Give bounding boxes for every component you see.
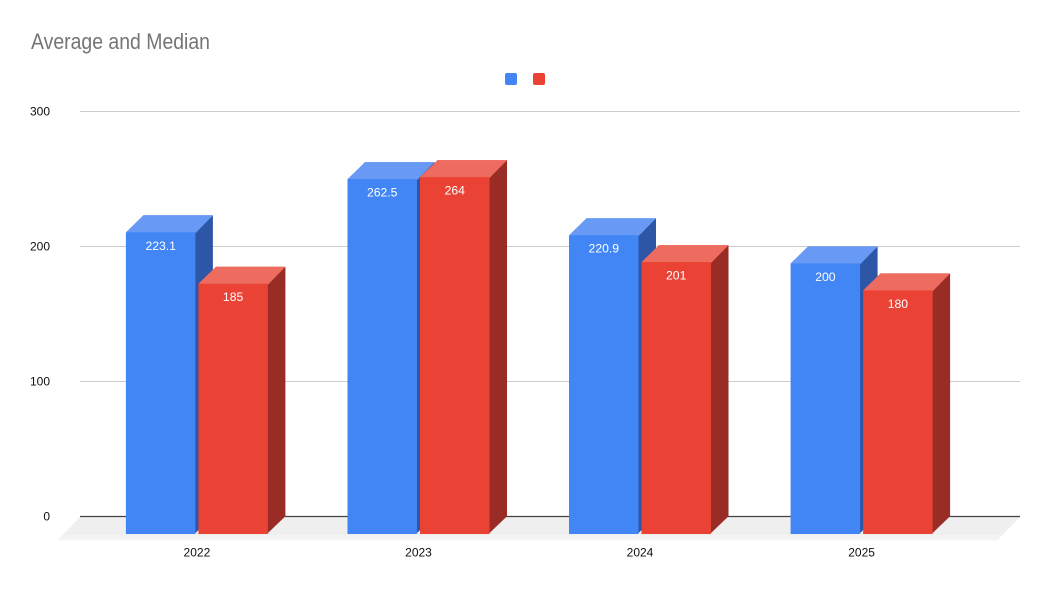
svg-text:200: 200 <box>30 240 50 254</box>
svg-text:201: 201 <box>666 269 687 283</box>
svg-text:185: 185 <box>223 290 244 304</box>
svg-text:0: 0 <box>43 510 50 524</box>
svg-text:2022: 2022 <box>184 546 211 560</box>
svg-text:220.9: 220.9 <box>589 242 620 256</box>
svg-text:2024: 2024 <box>627 546 654 560</box>
svg-text:2023: 2023 <box>405 546 432 560</box>
svg-text:300: 300 <box>30 105 50 119</box>
svg-text:100: 100 <box>30 375 50 389</box>
svg-text:264: 264 <box>445 184 466 198</box>
svg-text:2025: 2025 <box>848 546 875 560</box>
svg-text:262.5: 262.5 <box>367 186 398 200</box>
svg-text:Average and Median: Average and Median <box>31 29 210 54</box>
svg-text:223.1: 223.1 <box>145 239 176 253</box>
svg-text:200: 200 <box>815 270 836 284</box>
svg-text:180: 180 <box>888 297 909 311</box>
